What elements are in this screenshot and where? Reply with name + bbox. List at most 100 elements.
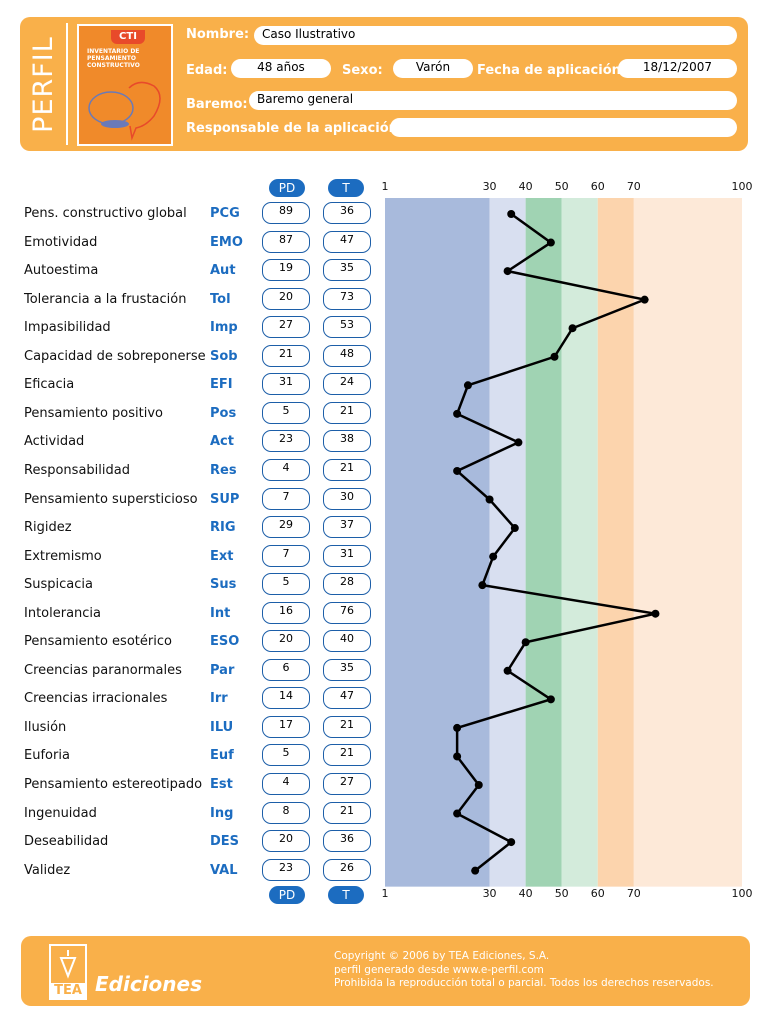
t-score-box: 21 [323,458,371,481]
responsable-field[interactable] [390,118,737,137]
profile-line [454,212,656,872]
axis-tick-label: 100 [731,180,753,193]
scale-name: Pensamiento positivo [24,405,163,421]
scale-code: Irr [210,691,228,707]
scale-name: Responsabilidad [24,462,130,478]
t-score-box: 37 [323,516,371,539]
data-point [453,752,462,761]
t-score-box: 28 [323,573,371,596]
pd-score-box: 6 [262,658,310,681]
nombre-field[interactable]: Caso Ilustrativo [254,26,737,45]
fecha-field[interactable]: 18/12/2007 [618,59,737,78]
axis-tick-label: 1 [381,180,389,193]
data-point [651,609,660,618]
scale-code: Tol [210,291,231,307]
scale-name: Ingenuidad [24,805,97,821]
scale-name: Emotividad [24,234,98,250]
scale-name: Tolerancia a la frustación [24,291,187,307]
header-panel: PERFIL CTI INVENTARIO DE PENSAMIENTO CON… [20,17,748,151]
data-point [546,695,555,704]
pd-score-box: 20 [262,287,310,310]
page-title: PERFIL [27,35,59,133]
t-score-box: 27 [323,773,371,795]
axis-tick-label: 60 [590,180,605,193]
sexo-field[interactable]: Varón [393,59,473,78]
scale-name: Rigidez [24,520,72,536]
scale-code: Int [210,605,231,621]
scale-code: Aut [210,263,236,279]
t-score-box: 53 [323,316,371,339]
fecha-label: Fecha de aplicación: [477,63,627,78]
data-point [640,295,649,304]
scale-name: Creencias paranormales [24,662,182,678]
pd-score-box: 19 [262,259,310,282]
scale-code: ESO [210,634,240,650]
axis-tick-label: 70 [626,887,641,900]
axis-tick-label: 60 [590,887,605,900]
data-point [507,838,516,847]
data-point [503,666,512,675]
rights-line: Prohibida la reproducción total o parcia… [334,977,714,989]
data-point [503,267,512,276]
responsable-label: Responsable de la aplicación: [186,121,404,136]
data-point [453,409,462,418]
axis-tick-label: 40 [518,887,533,900]
data-point [453,466,462,475]
score-band [561,198,598,887]
score-band [633,198,742,887]
scale-code: Pos [210,405,237,421]
scale-code: Sob [210,348,238,364]
scale-name: Validez [24,862,71,878]
pd-score-box: 87 [262,230,310,253]
scale-name: Capacidad de sobreponerse [24,348,206,364]
scale-name: Extremismo [24,548,102,564]
t-score-box: 38 [323,430,371,453]
data-point [453,723,462,732]
t-score-box: 35 [323,259,371,282]
data-point [510,524,519,533]
scale-code: EMO [210,234,243,250]
nombre-label: Nombre: [186,27,250,42]
t-score-box: 40 [323,630,371,653]
t-score-box: 35 [323,658,371,681]
scale-name: Pens. constructivo global [24,206,187,221]
pd-score-box: 20 [262,630,310,653]
score-band [385,198,490,887]
axis-tick-label: 30 [482,887,497,900]
divider [66,23,68,145]
scale-code: Sus [210,577,237,593]
baremo-field[interactable]: Baremo general [249,91,737,110]
brand-name: Ediciones [95,972,202,996]
pd-score-box: 4 [262,458,310,481]
score-band [525,198,562,887]
t-column-footer: T [328,886,364,904]
t-score-box: 21 [323,401,371,424]
copyright-line: Copyright © 2006 by TEA Ediciones, S.A. [334,950,550,962]
t-score-box: 73 [323,287,371,310]
pd-column-header: PD [269,179,305,197]
data-point [463,381,472,390]
data-point [568,324,577,333]
scale-code: EFI [210,377,233,393]
scale-code: Est [210,777,233,792]
pd-score-box: 5 [262,401,310,424]
score-band [489,198,526,887]
pd-score-box: 89 [262,202,310,224]
scale-name: Intolerancia [24,605,102,621]
data-point [550,352,559,361]
scale-code: Imp [210,320,238,336]
data-point [478,581,487,590]
pd-score-box: 7 [262,544,310,567]
scale-code: VAL [210,862,238,878]
edad-field[interactable]: 48 años [231,59,331,78]
pd-score-box: 23 [262,430,310,453]
scale-name: Pensamiento supersticioso [24,491,198,507]
logo-text: TEA [51,983,85,998]
score-band [597,198,634,887]
t-score-box: 26 [323,858,371,881]
pd-column-footer: PD [269,886,305,904]
scale-code: RIG [210,520,236,536]
data-point [514,438,523,447]
pd-score-box: 29 [262,516,310,539]
t-score-box: 36 [323,830,371,853]
